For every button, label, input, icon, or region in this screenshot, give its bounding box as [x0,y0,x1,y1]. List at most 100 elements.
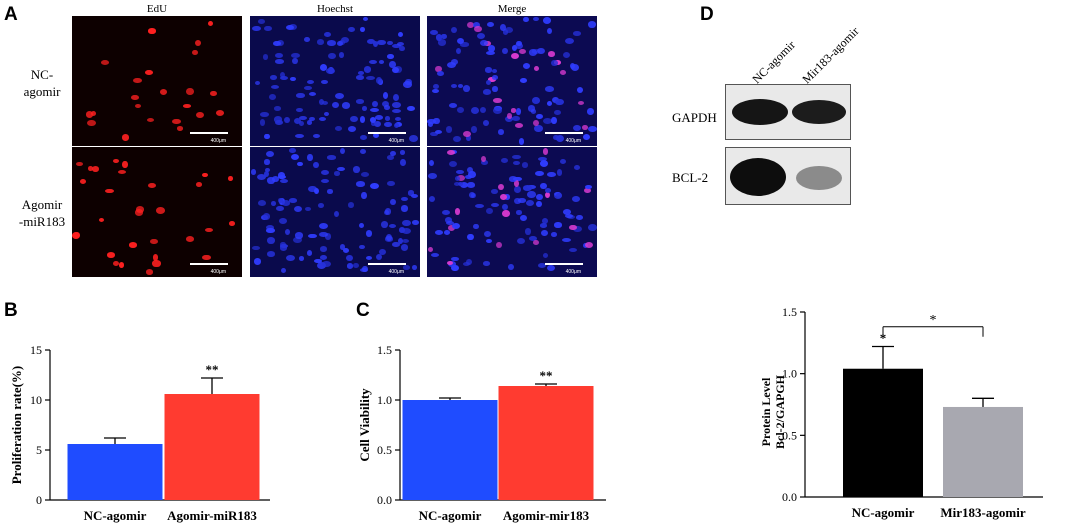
cell-nucleus [486,51,496,56]
cell-nucleus [266,228,275,233]
bar [164,394,260,500]
cell-nucleus [112,260,119,266]
cell-nucleus [205,228,214,233]
cell-nucleus [391,108,401,113]
cell-nucleus [542,16,552,24]
cell-nucleus [145,70,153,75]
cell-nucleus [443,229,451,236]
x-tick-label: NC-agomir [852,505,915,520]
cell-nucleus [516,108,522,115]
cell-nucleus [501,203,508,211]
cell-nucleus [445,125,453,133]
cell-nucleus [76,162,83,167]
cell-nucleus [513,176,522,182]
cell-nucleus [543,118,553,125]
bar [843,368,923,497]
cell-nucleus [340,148,346,155]
cell-nucleus [264,167,270,173]
cell-nucleus [308,233,317,239]
scale-bar-label: 400μm [210,269,226,275]
cell-nucleus [358,222,365,229]
cell-nucleus [360,171,369,177]
panel-label-d: D [700,4,714,25]
cell-nucleus [562,237,571,242]
cell-nucleus [356,75,364,80]
cell-nucleus [271,176,280,183]
cell-nucleus [536,200,542,207]
cell-nucleus [401,244,409,251]
cell-nucleus [511,44,518,52]
cell-nucleus [313,133,321,138]
cell-nucleus [411,265,418,271]
cell-nucleus [530,109,537,114]
cell-nucleus [373,120,381,127]
cell-nucleus [398,227,406,233]
cell-nucleus [491,75,499,81]
cell-nucleus [465,135,472,142]
cell-nucleus [492,98,502,103]
cell-nucleus [462,130,471,138]
cell-nucleus [502,210,510,217]
cell-nucleus [573,226,582,233]
cell-nucleus [361,106,368,112]
chart-cell-viability: 0.0 0.5 1.0 1.5 NC-agomir Agomir-mir183 ** Cell… [357,343,606,523]
y-tick-label: 0.0 [377,493,392,507]
cell-nucleus [459,182,469,189]
cell-nucleus [454,176,461,182]
y-axis-label: Bcl-2/GAPGH [773,374,787,449]
scale-bar-label: 400μm [388,269,404,275]
cell-nucleus [519,48,527,54]
cell-nucleus [430,253,439,258]
bar [67,444,163,500]
cell-nucleus [148,28,156,34]
cell-nucleus [353,263,359,269]
cell-nucleus [392,102,401,108]
cell-nucleus [339,244,345,250]
cell-nucleus [402,239,410,244]
cell-nucleus [409,135,418,142]
significance-label: * [930,313,937,328]
cell-nucleus [523,16,529,22]
cell-nucleus [260,119,266,126]
cell-nucleus [491,68,498,74]
cell-nucleus [250,169,256,175]
row-label-line: -miR183 [18,214,66,229]
cell-nucleus [87,120,96,127]
cell-nucleus [540,183,547,190]
scale-bar-label: 400μm [388,138,404,144]
cell-nucleus [479,39,489,47]
cell-nucleus [583,133,591,140]
cell-nucleus [384,208,392,215]
cell-nucleus [262,54,268,60]
cell-nucleus [319,231,329,237]
significance-label: ** [206,362,219,377]
cell-nucleus [152,260,161,267]
blot-band-bcl2-mir183 [796,166,842,190]
chart-protein-level: 0.0 0.5 1.0 1.5 NC-agomir * Mir183-agomir Prote… [759,305,1043,520]
cell-nucleus [539,223,548,228]
cell-nucleus [155,207,165,214]
cell-nucleus [526,199,534,206]
cell-nucleus [547,51,556,57]
blot-protein-gapdh: GAPDH [672,110,717,125]
cell-nucleus [305,206,312,212]
bar [498,386,594,500]
cell-nucleus [397,32,403,37]
blot-strip-bcl2 [725,147,851,205]
cell-nucleus [466,259,473,266]
cell-nucleus [368,59,378,64]
cell-nucleus [485,67,492,73]
cell-nucleus [576,215,583,221]
cell-nucleus [294,206,303,213]
cell-nucleus [543,147,549,155]
cell-nucleus [572,195,580,202]
cell-nucleus [448,103,457,109]
cell-nucleus [299,256,305,261]
cell-nucleus [294,134,304,139]
cell-nucleus [402,265,410,270]
cell-nucleus [457,181,464,187]
cell-nucleus [485,79,491,85]
y-tick-label: 15 [30,343,42,357]
cell-nucleus [515,123,524,129]
cell-nucleus [380,221,388,228]
